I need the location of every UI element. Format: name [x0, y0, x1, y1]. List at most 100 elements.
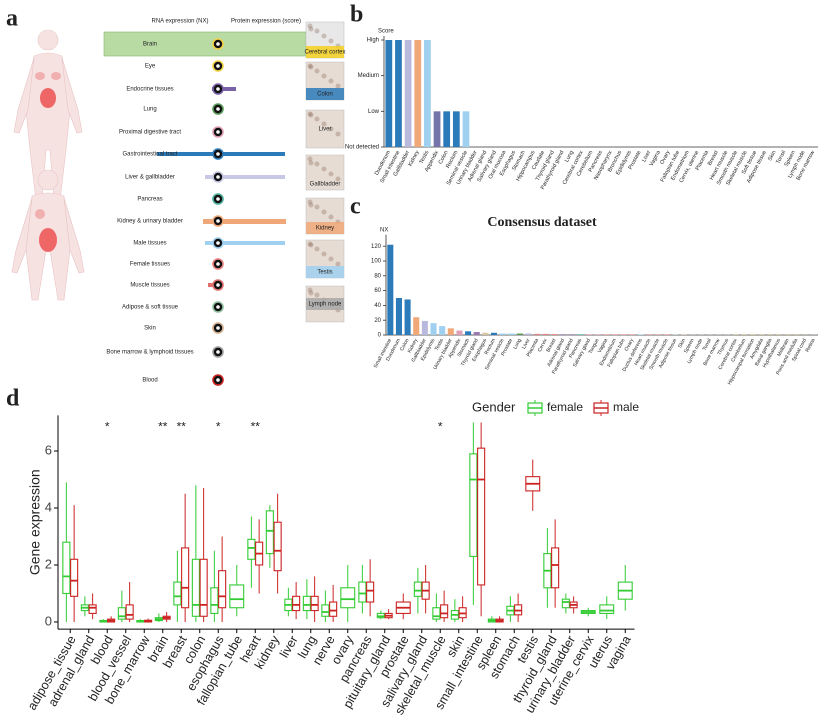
tissue-texture: [321, 121, 327, 127]
tissue-label: Skin: [144, 326, 156, 332]
x-tick-label: Colon: [399, 338, 411, 353]
legend-title: Gender: [472, 399, 516, 414]
bar: [473, 332, 480, 335]
bar: [387, 244, 394, 335]
tissue-image-band: [306, 46, 344, 58]
y-tick-label: Not detected: [345, 145, 379, 151]
box: [191, 558, 200, 617]
body-male: [11, 169, 85, 301]
bar: [443, 111, 451, 147]
significance: **: [158, 420, 168, 434]
tissue-texture: [308, 112, 314, 118]
box: [265, 510, 274, 555]
box: [210, 587, 219, 614]
tissue-image-band: [306, 298, 344, 310]
bar: [385, 40, 393, 147]
tissue-image: [305, 109, 345, 149]
column-header: Protein expression (score): [231, 19, 301, 25]
bar: [404, 40, 412, 147]
bar: [414, 40, 422, 147]
tissue-icon-inner: [216, 219, 220, 223]
tissue-texture: [308, 160, 314, 166]
bar: [482, 332, 489, 335]
tissue-label: Male tissues: [133, 241, 166, 247]
bar: [629, 334, 636, 335]
box: [340, 587, 356, 609]
tissue-icon-inner: [216, 378, 220, 382]
tissue-image-label: Gallbladder: [310, 182, 341, 188]
tissue-texture: [307, 23, 313, 29]
bar: [456, 330, 463, 335]
tissue-texture: [335, 261, 341, 267]
tissue-texture: [321, 166, 327, 172]
x-tick-label: Lung: [564, 150, 575, 164]
highlight-row: [103, 31, 307, 57]
significance: *: [216, 420, 221, 434]
tissue-texture: [335, 176, 341, 182]
tissue-texture: [307, 199, 313, 205]
body-female: [13, 29, 83, 201]
bar: [421, 320, 428, 335]
tissue-texture: [328, 126, 334, 132]
bar: [620, 334, 627, 335]
tissue-texture: [307, 156, 313, 162]
panel-letter: a: [6, 6, 18, 32]
tissue-texture: [328, 38, 334, 44]
tissue-texture: [321, 251, 327, 257]
bar: [525, 333, 532, 335]
tissue-icon-inner: [216, 262, 220, 266]
tissue-icon-inner: [216, 175, 220, 179]
tissue-icon-inner: [216, 87, 220, 91]
bar: [534, 333, 541, 335]
tissue-texture: [335, 83, 341, 89]
bar: [577, 334, 584, 335]
box: [302, 595, 311, 612]
bar: [542, 333, 549, 335]
bar: [452, 111, 460, 147]
rna-bars: [157, 87, 286, 287]
bar: [637, 334, 644, 335]
tissue-label: Liver & gallbladder: [125, 175, 175, 181]
tissue-icon-inner: [216, 42, 220, 46]
tissue-icon-inner: [216, 241, 220, 245]
bar: [395, 298, 402, 335]
box: [432, 607, 441, 620]
bar: [603, 334, 610, 335]
tissue-texture: [308, 64, 314, 70]
bar: [586, 334, 593, 335]
box: [273, 521, 282, 572]
y-tick-label: 6: [45, 442, 52, 457]
tissue-texture: [321, 73, 327, 79]
tissue-texture: [314, 161, 320, 167]
tissue-image-label: Testis: [317, 270, 332, 276]
box: [477, 447, 486, 586]
bar: [465, 331, 472, 335]
box: [310, 595, 319, 612]
column-header: RNA expression (NX): [151, 19, 208, 25]
bar: [424, 40, 431, 147]
tissue-texture: [314, 68, 320, 74]
box: [469, 453, 478, 557]
tissue-label: Bone marrow & lymphoid tissues: [106, 350, 193, 356]
tissue-label: Proximal digestive tract: [119, 130, 181, 136]
chart-title: Consensus dataset: [487, 215, 597, 230]
tissue-texture: [314, 292, 320, 298]
box: [358, 581, 367, 603]
tissue-texture: [321, 33, 327, 39]
tissue-texture: [307, 241, 313, 247]
box: [292, 595, 301, 612]
significance: **: [251, 420, 261, 434]
y-tick-label: 0: [378, 333, 382, 339]
tissue-texture: [308, 242, 314, 248]
tissue-texture: [328, 256, 334, 262]
x-tick-label: Tonsil: [702, 338, 713, 352]
box: [229, 584, 245, 609]
bar: [594, 334, 601, 335]
tissue-icon-inner: [216, 107, 220, 111]
tissue-image-label: Liver: [318, 127, 331, 133]
bar: [439, 326, 446, 335]
bar: [430, 323, 437, 335]
tissue-icon-inner: [216, 326, 220, 330]
x-tick-label: Skin: [677, 338, 687, 350]
tissue-label: Kidney & urinary bladder: [117, 219, 183, 225]
